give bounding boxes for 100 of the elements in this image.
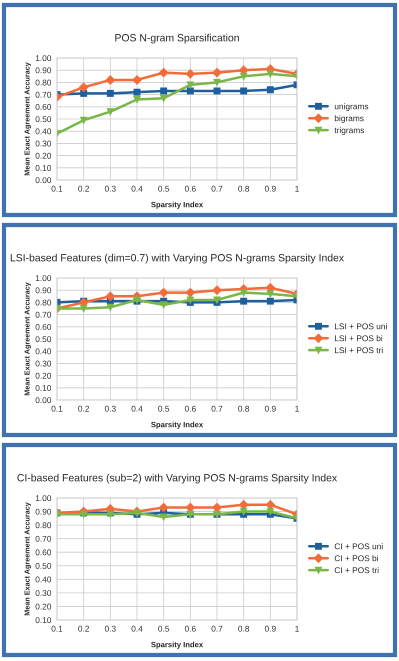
x-tick-label: 0.8 bbox=[238, 406, 250, 412]
point bbox=[106, 108, 114, 116]
y-tick-label: 0.20 bbox=[36, 152, 52, 159]
point bbox=[240, 298, 248, 305]
point bbox=[106, 304, 114, 311]
x-tick-label: 0.2 bbox=[78, 186, 90, 192]
x-tick-label: 0.8 bbox=[238, 626, 250, 632]
y-tick-label: 0.90 bbox=[36, 287, 52, 294]
y-tick-label: 0.80 bbox=[36, 300, 52, 306]
point bbox=[214, 78, 220, 86]
x-tick-label: 0.2 bbox=[78, 626, 90, 632]
point bbox=[134, 96, 140, 103]
point bbox=[240, 87, 248, 94]
x-tick-label: 0.1 bbox=[52, 186, 62, 192]
point bbox=[160, 87, 168, 94]
y-tick-label: 0.10 bbox=[36, 385, 52, 391]
point bbox=[186, 502, 195, 512]
point bbox=[80, 116, 88, 124]
x-tick-label: 0.7 bbox=[212, 186, 222, 192]
point bbox=[266, 70, 274, 78]
y-tick-label: 0.70 bbox=[36, 312, 52, 318]
x-tick-label: 0.3 bbox=[104, 186, 116, 192]
y-tick-label: 1.00 bbox=[36, 275, 52, 282]
x-tick-label: 1 bbox=[295, 406, 299, 412]
legend-label: LSI + POS tri bbox=[334, 347, 383, 354]
point bbox=[240, 289, 248, 296]
y-tick-label: 0.60 bbox=[36, 104, 52, 110]
x-tick-label: 0.3 bbox=[104, 406, 116, 412]
point bbox=[159, 288, 168, 298]
y-tick-label: 0.80 bbox=[36, 80, 52, 86]
x-tick-label: 0.7 bbox=[212, 406, 222, 412]
y-tick-label: 0.30 bbox=[36, 360, 52, 366]
legend-label: trigrams bbox=[334, 127, 364, 135]
x-tick-label: 0.6 bbox=[184, 626, 196, 632]
point bbox=[212, 286, 222, 295]
point bbox=[239, 500, 248, 510]
point bbox=[186, 69, 195, 78]
y-tick-label: 0.30 bbox=[36, 590, 52, 596]
x-tick-label: 0.8 bbox=[238, 186, 250, 192]
chart-title: CI-based Features (sub=2) with Varying POS N-grams Sparsity Index bbox=[17, 474, 338, 484]
y-tick-label: 0.30 bbox=[36, 140, 52, 146]
point bbox=[266, 500, 275, 510]
y-tick-label: 0.40 bbox=[36, 348, 52, 354]
line-series bbox=[57, 289, 297, 312]
x-tick-label: 0.2 bbox=[78, 406, 90, 412]
x-tick-label: 0.4 bbox=[132, 406, 143, 412]
point bbox=[134, 88, 140, 96]
point bbox=[106, 292, 115, 301]
point bbox=[132, 75, 142, 85]
y-tick-label: 0.00 bbox=[36, 397, 52, 404]
point bbox=[266, 298, 274, 305]
legend-label: CI + POS tri bbox=[334, 567, 378, 574]
x-tick-label: 1 bbox=[295, 186, 299, 192]
y-tick-label: 0.50 bbox=[36, 562, 52, 569]
y-tick-label: 0.70 bbox=[36, 536, 52, 542]
point bbox=[80, 305, 88, 312]
x-tick-label: 0.6 bbox=[184, 186, 196, 192]
y-tick-label: 0.90 bbox=[36, 67, 52, 74]
x-tick-label: 0.5 bbox=[158, 186, 170, 192]
point bbox=[186, 81, 194, 88]
legend-label: CI + POS uni bbox=[334, 543, 383, 550]
legend-label: unigrams bbox=[334, 103, 368, 111]
point bbox=[214, 87, 220, 94]
y-tick-label: 0.20 bbox=[36, 372, 52, 379]
y-tick-label: 0.90 bbox=[36, 508, 52, 515]
point bbox=[159, 68, 168, 78]
y-tick-label: 0.10 bbox=[36, 165, 52, 171]
y-tick-label: 1.00 bbox=[36, 55, 52, 62]
point bbox=[266, 86, 274, 94]
y-tick-label: 0.10 bbox=[36, 617, 52, 624]
legend-label: bigrams bbox=[334, 115, 364, 123]
y-tick-label: 0.80 bbox=[36, 522, 52, 528]
point bbox=[160, 301, 168, 308]
point bbox=[240, 72, 248, 80]
y-tick-label: 0.50 bbox=[36, 336, 52, 342]
y-tick-label: 0.60 bbox=[36, 324, 52, 330]
point bbox=[266, 290, 274, 298]
x-tick-label: 0.3 bbox=[104, 626, 116, 632]
x-tick-label: 0.5 bbox=[158, 626, 170, 632]
point bbox=[212, 68, 222, 78]
x-tick-label: 0.4 bbox=[132, 186, 143, 192]
y-tick-label: 0.00 bbox=[36, 177, 52, 184]
point bbox=[266, 508, 274, 516]
y-tick-label: 0.40 bbox=[36, 576, 52, 582]
x-tick-label: 0.1 bbox=[52, 406, 62, 412]
point bbox=[186, 87, 194, 94]
legend-label: CI + POS bi bbox=[334, 555, 378, 562]
x-tick-label: 0.6 bbox=[184, 406, 196, 412]
point bbox=[160, 94, 168, 102]
point bbox=[160, 514, 168, 520]
x-tick-label: 0.7 bbox=[212, 626, 222, 632]
point bbox=[159, 502, 168, 512]
legend-label: LSI + POS bi bbox=[334, 335, 382, 342]
point bbox=[212, 502, 222, 512]
y-tick-label: 0.70 bbox=[36, 92, 52, 98]
point bbox=[214, 296, 220, 304]
x-tick-label: 0.9 bbox=[264, 406, 276, 412]
point bbox=[240, 508, 248, 516]
y-tick-label: 1.00 bbox=[36, 495, 52, 502]
x-tick-label: 0.4 bbox=[132, 626, 143, 632]
